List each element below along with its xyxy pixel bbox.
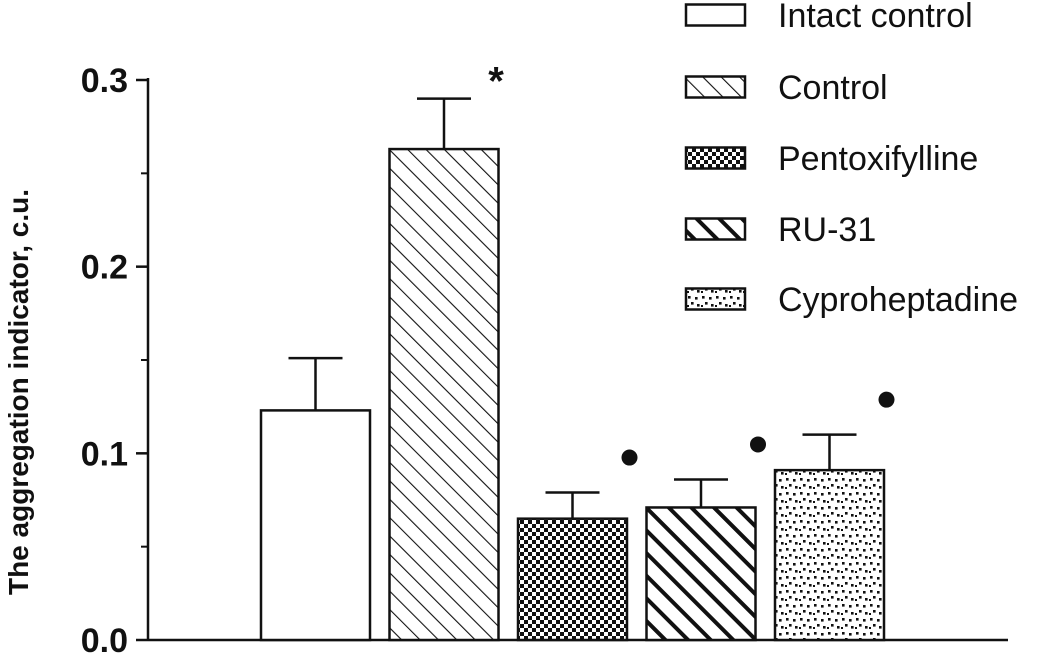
legend-label: Pentoxifylline [778,140,978,178]
bar [516,517,629,642]
legend-swatch [684,146,747,170]
y-tick-label: 0.2 [81,249,128,287]
legend-label: Intact control [778,0,973,35]
legend-label: Cyproheptadine [778,281,1018,319]
bar [259,409,372,642]
significance-marker [621,449,638,466]
y-tick-label: 0.3 [81,62,128,100]
legend-label: Control [778,69,888,107]
legend-swatch [684,3,747,27]
bar [645,506,757,642]
y-tick-label: 0.0 [81,622,128,656]
legend-swatch [684,75,747,99]
bar [388,147,500,642]
bar [773,468,886,642]
significance-marker: * [488,60,504,104]
y-axis-label: The aggregation indicator, c.u. [3,189,34,595]
legend: Intact control Control Pentoxifylline RU-31… [684,0,1018,319]
axes: 0.0 0.1 0.2 0.3 The aggregation indicator, c… [3,62,1008,656]
significance-marker [750,436,766,453]
y-tick-label: 0.1 [81,435,128,473]
legend-swatch [684,287,747,311]
legend-swatch [684,217,747,241]
legend-label: RU-31 [778,211,876,249]
bars: * [259,60,895,642]
significance-marker [878,391,895,408]
